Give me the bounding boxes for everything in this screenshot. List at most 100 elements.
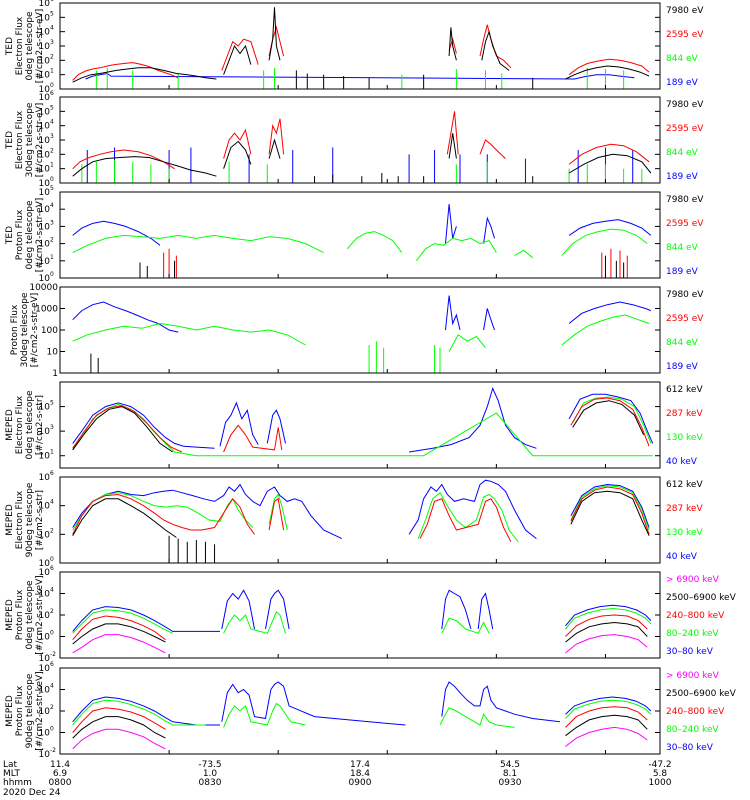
- panel-8-series-7: [439, 707, 515, 728]
- panel-8-ytick-exp-1: -2: [50, 747, 56, 754]
- panel-2-legend-1: 7980 eV: [666, 100, 704, 110]
- panel-6-ylabel-line-2: Electron Flux: [15, 490, 25, 549]
- panel-2-ytick-label-6: 10: [39, 107, 51, 117]
- panel-1-series-14: [565, 65, 650, 80]
- panel-2-series-11: [268, 138, 281, 159]
- footer-lat-value-4: 54.5: [500, 760, 520, 770]
- panel-7-series-6: [565, 604, 652, 627]
- panel-1-ytick-exp-6: 5: [50, 10, 54, 17]
- panel-5-legend-4: 40 keV: [666, 457, 698, 467]
- panel-2-ytick-exp-4: 3: [50, 133, 54, 140]
- panel-2-ytick-exp-7: 6: [50, 90, 54, 97]
- panel-7-ytick-exp-3: 2: [50, 608, 54, 615]
- panel-7-series-9: [441, 617, 490, 634]
- panel-8-ytick-exp-4: 4: [50, 683, 54, 690]
- panel-1-ytick-label-2: 10: [39, 71, 51, 81]
- panel-5-series-9: [223, 424, 283, 453]
- footer-mlt-value-3: 18.4: [350, 769, 370, 779]
- panel-5-series-4: [409, 386, 537, 453]
- footer-row-label-mlt: MLT: [3, 769, 21, 779]
- panel-2-series-12: [448, 133, 457, 159]
- panel-6-series-2: [408, 479, 537, 539]
- panel-1-series-10: [223, 44, 252, 75]
- panel-8-series-13: [72, 728, 166, 750]
- panel-2-series-8: [568, 143, 650, 165]
- panel-4: 1 10 100 1000 10000 Proton Flux 30deg telescop…: [10, 283, 704, 379]
- panel-2-ytick-label-7: 10: [39, 93, 51, 103]
- panel-1-ylabel-line-4: [#/cm2-s-str-eV]: [35, 9, 45, 84]
- panel-2-ytick-exp-5: 4: [50, 119, 54, 126]
- panel-7-ytick-label-4: 10: [39, 590, 51, 600]
- panel-5-series-6: [72, 403, 653, 457]
- panel-8-ytick-label-3: 10: [39, 707, 51, 717]
- panel-7-ytick-label-3: 10: [39, 611, 51, 621]
- panel-3-series-7: [416, 237, 497, 262]
- panel-4-series-2: [445, 295, 461, 331]
- footer-lat-value-2: -73.5: [198, 760, 221, 770]
- panel-6-frame: [59, 476, 661, 564]
- panel-4-ylabel-line-1: Proton Flux: [10, 304, 20, 355]
- panel-6-legend-3: 130 keV: [666, 528, 703, 538]
- panel-5-series-1: [72, 402, 215, 449]
- panel-5-ytick-exp-1: 1: [50, 449, 54, 456]
- panel-1-ytick-exp-5: 4: [50, 25, 54, 32]
- panel-3-ylabel-line-2: Proton Flux: [15, 209, 25, 260]
- panel-1-series-6: [448, 37, 457, 54]
- panel-3-legend-4: 189 eV: [666, 267, 699, 277]
- panel-2-ytick-exp-1: 0: [50, 176, 54, 183]
- panel-7-ytick-label-2: 10: [39, 633, 51, 643]
- panel-7-series-15: [72, 634, 166, 654]
- panel-7-series-7: [72, 609, 173, 634]
- panel-8-series-4: [565, 696, 652, 715]
- panel-1-ylabel-line-3: 0deg telescope: [25, 11, 35, 81]
- panel-4-ytick-label-4: 1000: [35, 305, 58, 315]
- footer-row-label-hhmm: hhmm: [3, 778, 32, 788]
- panel-8-series-14: [565, 726, 648, 747]
- panel-4-frame: [59, 286, 661, 374]
- panel-5-series-3: [266, 409, 286, 444]
- panel-4-ytick-label-1: 1: [52, 369, 58, 379]
- panel-8-ytick-label-2: 10: [39, 729, 51, 739]
- panel-6-ylabel-line-4: [#/cm2-s-str]: [35, 490, 45, 550]
- panel-7-series-12: [565, 614, 648, 637]
- panel-6-series-5: [268, 493, 288, 531]
- panel-6-series-8: [72, 493, 255, 535]
- panel-4-ytick-label-3: 100: [41, 326, 58, 336]
- panel-2-legend-4: 189 eV: [666, 172, 699, 182]
- panel-3-ytick-exp-4: 3: [50, 219, 54, 226]
- panel-5-legend-2: 287 keV: [666, 409, 703, 419]
- panel-7-legend-1: > 6900 keV: [666, 575, 720, 585]
- panel-7-ytick-exp-2: 0: [50, 630, 54, 637]
- panel-2-ylabel-line-2: Electron Flux: [15, 110, 25, 169]
- panel-8-ytick-label-4: 10: [39, 686, 51, 696]
- panel-8-ytick-exp-5: 6: [50, 661, 54, 668]
- panel-6-ytick-exp-4: 6: [50, 470, 54, 477]
- panel-3-ylabel-line-3: 0deg telescope: [25, 200, 35, 270]
- panel-2-series-4: [223, 128, 252, 159]
- panel-2-series-2: [81, 160, 643, 183]
- footer-hhmm-value-5: 1000: [649, 778, 672, 788]
- panel-8-ytick-exp-2: 0: [50, 726, 54, 733]
- panel-4-series-6: [368, 341, 441, 373]
- panel-8-ytick-label-5: 10: [39, 664, 51, 674]
- panel-2-series-7: [479, 139, 506, 159]
- panel-7-series-1: [72, 606, 220, 632]
- panel-4-ylabel-line-3: [#/cm2-s-str-eV]: [30, 293, 40, 368]
- panel-8-ytick-exp-3: 2: [50, 704, 54, 711]
- panel-5-ylabel-line-2: Electron Flux: [15, 395, 25, 454]
- panel-7-legend-3: 240–800 keV: [666, 611, 725, 621]
- panel-5-ytick-label-1: 10: [39, 452, 51, 462]
- panel-3-ytick-label-3: 10: [39, 240, 51, 250]
- panel-3-ylabel-line-1: TED: [5, 226, 15, 245]
- panel-5-series-7: [572, 396, 652, 444]
- panel-2-ytick-exp-3: 2: [50, 147, 54, 154]
- panel-4-series-9: [90, 353, 99, 373]
- panel-3-series-2: [445, 203, 457, 244]
- panel-4-series-8: [561, 314, 650, 346]
- panel-3-series-1: [72, 220, 161, 246]
- panel-8-ytick-label-1: 10: [39, 750, 51, 760]
- panel-2-series-10: [223, 140, 252, 169]
